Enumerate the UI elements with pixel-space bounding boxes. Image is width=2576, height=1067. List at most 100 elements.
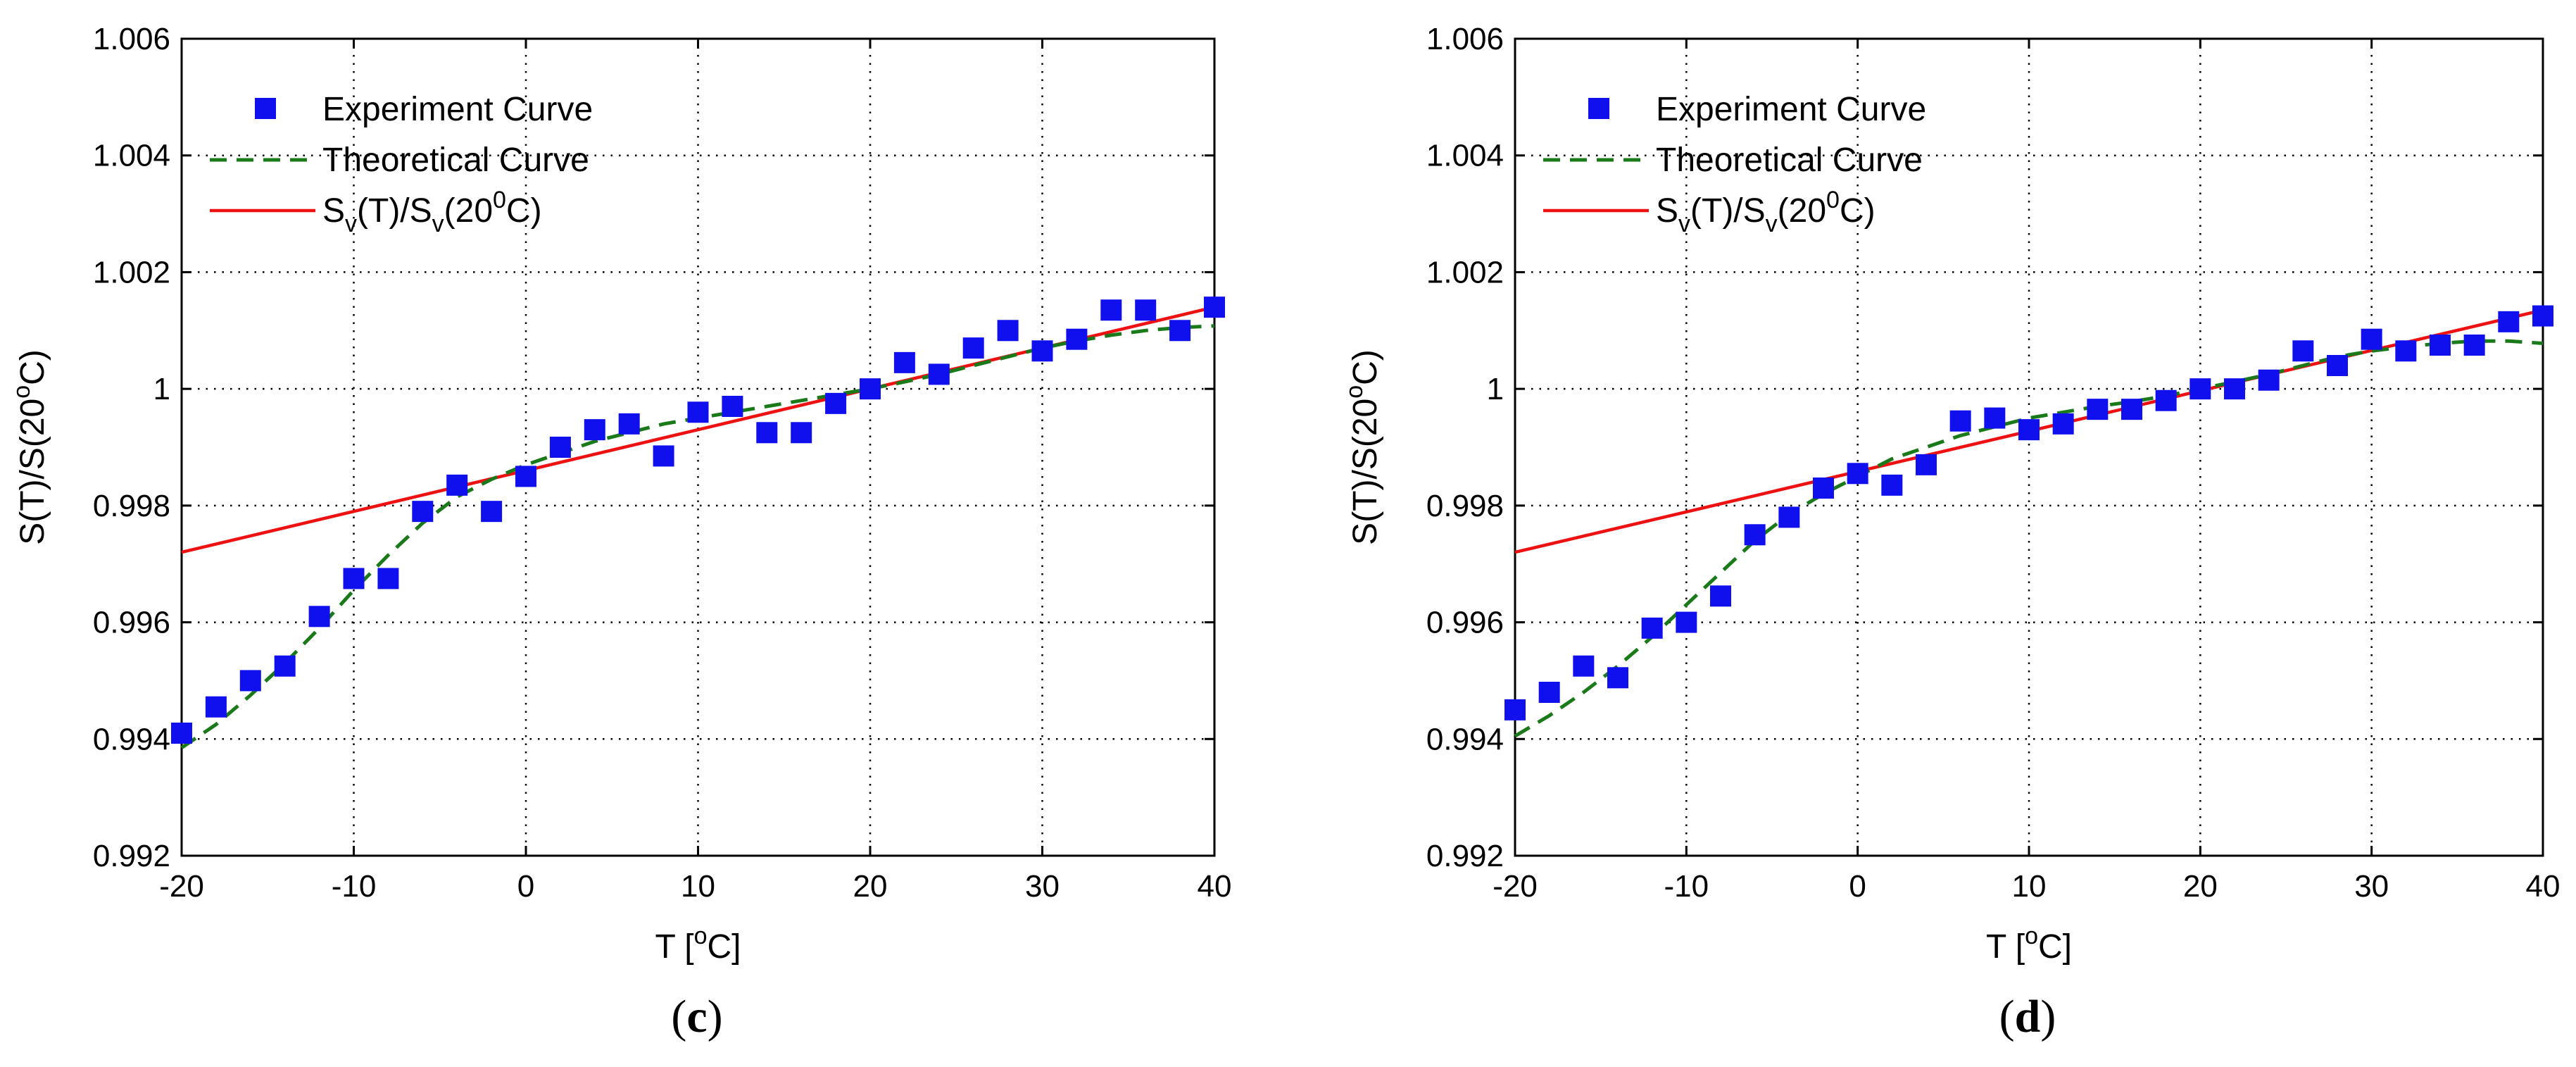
- y-axis-label-superscript: o: [1341, 385, 1368, 399]
- experiment-point: [1847, 463, 1868, 485]
- experiment-point: [1744, 524, 1766, 546]
- panel-label-paren: ): [2040, 991, 2056, 1042]
- theoretical-curve-line: [1514, 339, 2544, 738]
- experiment-point: [1984, 407, 2006, 429]
- x-tick-label: -20: [1493, 869, 1538, 904]
- ticks: -20 -10 0 10 20 30 40 0.992 0.994 0.996 0.998 1 1.00…: [93, 22, 1232, 904]
- data-series: [171, 297, 1225, 749]
- experiment-point: [860, 378, 881, 400]
- x-tick-label: -10: [1664, 869, 1709, 904]
- experiment-point: [1100, 299, 1122, 321]
- panel-label: (d): [1999, 991, 2056, 1042]
- series-experiment: [1504, 305, 2553, 720]
- x-axis-label: T [oC]: [1986, 923, 2072, 966]
- series-experiment: [171, 297, 1225, 744]
- experiment-point: [2189, 378, 2211, 400]
- legend-superscript: 0: [493, 187, 506, 213]
- y-axis-label-text: S(T)/S(20: [1347, 399, 1384, 545]
- legend-label-theoretical: Theoretical Curve: [1656, 142, 1923, 179]
- x-axis-label-text: C]: [708, 928, 741, 966]
- experiment-point: [2224, 378, 2245, 400]
- x-tick-label: -20: [159, 869, 204, 904]
- x-axis-label-superscript: o: [2025, 923, 2038, 949]
- experiment-point: [1135, 299, 1157, 321]
- legend-subscript: v: [432, 211, 444, 237]
- legend-text: C): [1840, 192, 1876, 230]
- experiment-point: [825, 392, 847, 414]
- panel-label-paren: (: [1999, 991, 2015, 1042]
- experiment-point: [2463, 335, 2485, 356]
- experiment-point: [308, 606, 330, 628]
- experiment-point: [1710, 585, 1731, 607]
- y-tick-label: 1.006: [93, 22, 170, 56]
- legend-text: (T)/S: [1690, 192, 1766, 230]
- legend: Experiment Curve Theoretical Curve Sv(T)/S…: [1543, 91, 1926, 237]
- experiment-point: [343, 568, 365, 589]
- legend-superscript: 0: [1826, 187, 1840, 213]
- x-tick-label: 20: [2183, 869, 2218, 904]
- experiment-point: [584, 419, 605, 441]
- y-tick-label: 1: [1487, 372, 1504, 406]
- x-tick-label: 0: [517, 869, 534, 904]
- experiment-point: [997, 320, 1019, 342]
- x-tick-label: 20: [853, 869, 888, 904]
- y-axis-label: S(T)/S(20oC): [8, 349, 51, 545]
- experiment-point: [2532, 305, 2553, 327]
- experiment-point: [893, 351, 915, 373]
- experiment-point: [2292, 340, 2314, 362]
- experiment-point: [1607, 667, 1628, 689]
- y-tick-label: 0.996: [1426, 606, 1504, 640]
- experiment-point: [2430, 335, 2451, 356]
- y-axis-label-text: C): [14, 349, 51, 385]
- legend-text: S: [1656, 192, 1678, 230]
- panel-c-chart: -20 -10 0 10 20 30 40 0.992 0.994 0.996 0.998 1 1.00…: [8, 22, 1231, 1042]
- experiment-point: [1504, 699, 1526, 720]
- legend-marker-experiment: [255, 98, 276, 119]
- experiment-point: [239, 670, 261, 692]
- y-tick-label: 1: [153, 372, 170, 406]
- experiment-point: [481, 501, 503, 523]
- experiment-point: [722, 396, 743, 417]
- panel-label-paren: (: [671, 991, 686, 1042]
- experiment-point: [2087, 399, 2109, 420]
- x-axis-label-superscript: o: [694, 923, 708, 949]
- experiment-point: [2498, 311, 2520, 332]
- y-axis-label: S(T)/S(20oC): [1341, 349, 1384, 545]
- experiment-point: [446, 474, 468, 496]
- legend-label-experiment: Experiment Curve: [322, 91, 593, 128]
- experiment-point: [1641, 617, 1663, 639]
- experiment-point: [377, 568, 399, 589]
- x-tick-label: 0: [1849, 869, 1866, 904]
- experiment-point: [1881, 474, 1903, 496]
- experiment-point: [1169, 320, 1191, 342]
- panel-d-chart: -20 -10 0 10 20 30 40 0.992 0.994 0.996 0.998 1 1.00…: [1341, 22, 2560, 1042]
- y-tick-label: 1.002: [93, 255, 170, 289]
- x-tick-label: 40: [2526, 869, 2561, 904]
- y-tick-label: 0.998: [93, 489, 170, 523]
- experiment-point: [653, 445, 674, 467]
- grid: [182, 39, 1214, 856]
- experiment-point: [756, 422, 778, 444]
- legend-label-sv: Sv(T)/Sv(200C): [322, 187, 542, 237]
- panel-label: (c): [671, 991, 722, 1042]
- y-axis-label-text: S(T)/S(20: [14, 399, 51, 545]
- legend-label-theoretical: Theoretical Curve: [322, 142, 589, 179]
- y-axis-label-superscript: o: [8, 385, 35, 399]
- data-series: [1504, 305, 2553, 738]
- experiment-point: [791, 422, 812, 444]
- experiment-point: [1204, 297, 1225, 318]
- experiment-point: [2121, 399, 2142, 420]
- legend-text: C): [506, 192, 542, 230]
- legend-subscript: v: [1678, 211, 1690, 237]
- experiment-point: [2155, 389, 2177, 411]
- x-axis-label-text: T [: [1986, 928, 2025, 966]
- experiment-point: [412, 501, 434, 523]
- legend-text: (20: [1778, 192, 1826, 230]
- legend-label-sv: Sv(T)/Sv(200C): [1656, 187, 1876, 237]
- legend-text: S: [322, 192, 345, 230]
- y-tick-label: 1.004: [93, 139, 170, 173]
- experiment-point: [2327, 355, 2348, 376]
- y-tick-label: 0.992: [93, 839, 170, 873]
- y-tick-label: 0.992: [1426, 839, 1504, 873]
